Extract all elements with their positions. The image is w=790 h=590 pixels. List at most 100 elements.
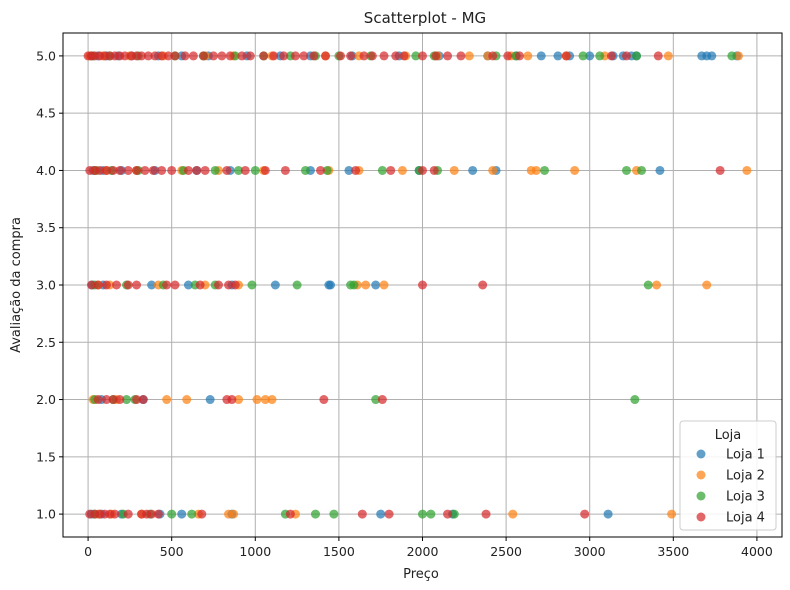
legend-marker bbox=[696, 512, 706, 522]
data-point bbox=[112, 280, 122, 290]
data-point bbox=[359, 51, 369, 61]
x-tick-label: 0 bbox=[84, 544, 92, 559]
data-point bbox=[310, 509, 320, 519]
data-point bbox=[167, 509, 177, 519]
y-tick-label: 3.0 bbox=[36, 278, 56, 293]
data-point bbox=[101, 395, 111, 405]
data-point bbox=[540, 165, 550, 175]
data-point bbox=[397, 165, 407, 175]
x-tick-label: 500 bbox=[160, 544, 184, 559]
data-point bbox=[449, 165, 459, 175]
data-point bbox=[177, 509, 187, 519]
data-point bbox=[260, 395, 270, 405]
data-point bbox=[108, 395, 118, 405]
data-point bbox=[132, 280, 142, 290]
data-points bbox=[83, 51, 752, 519]
data-point bbox=[514, 51, 524, 61]
data-point bbox=[138, 395, 148, 405]
data-point bbox=[321, 51, 331, 61]
y-tick-label: 2.0 bbox=[36, 392, 56, 407]
data-point bbox=[429, 165, 439, 175]
data-point bbox=[399, 51, 409, 61]
data-point bbox=[418, 51, 427, 61]
data-point bbox=[110, 509, 120, 519]
y-tick-label: 1.5 bbox=[36, 449, 56, 464]
data-point bbox=[379, 51, 389, 61]
data-point bbox=[707, 51, 717, 61]
data-point bbox=[123, 280, 133, 290]
data-point bbox=[326, 280, 336, 290]
data-point bbox=[503, 51, 513, 61]
data-point bbox=[468, 165, 478, 175]
data-point bbox=[734, 51, 744, 61]
data-point bbox=[727, 51, 737, 61]
data-point bbox=[299, 51, 309, 61]
data-point bbox=[377, 165, 387, 175]
data-point bbox=[222, 165, 232, 175]
data-point bbox=[715, 165, 725, 175]
x-tick-label: 3500 bbox=[657, 544, 689, 559]
data-point bbox=[561, 51, 571, 61]
data-point bbox=[351, 165, 361, 175]
data-point bbox=[464, 51, 474, 61]
data-point bbox=[224, 280, 234, 290]
data-point bbox=[580, 509, 590, 519]
data-point bbox=[229, 509, 239, 519]
data-point bbox=[371, 395, 381, 405]
data-point bbox=[280, 165, 290, 175]
data-point bbox=[140, 165, 150, 175]
data-point bbox=[230, 280, 240, 290]
data-point bbox=[170, 51, 180, 61]
data-point bbox=[86, 280, 96, 290]
data-point bbox=[217, 51, 227, 61]
data-point bbox=[279, 51, 289, 61]
legend-title: Loja bbox=[715, 428, 742, 443]
data-point bbox=[137, 51, 147, 61]
data-point bbox=[361, 280, 371, 290]
data-point bbox=[742, 165, 752, 175]
data-point bbox=[101, 280, 111, 290]
data-point bbox=[632, 51, 642, 61]
data-point bbox=[240, 165, 250, 175]
data-point bbox=[132, 165, 142, 175]
data-point bbox=[200, 165, 210, 175]
data-point bbox=[603, 509, 613, 519]
legend-label: Loja 4 bbox=[726, 511, 765, 526]
data-point bbox=[376, 509, 386, 519]
data-point bbox=[322, 165, 332, 175]
data-point bbox=[344, 165, 354, 175]
data-point bbox=[621, 165, 631, 175]
legend-label: Loja 3 bbox=[726, 490, 765, 505]
data-point bbox=[667, 509, 677, 519]
data-point bbox=[346, 51, 356, 61]
data-point bbox=[150, 51, 160, 61]
data-point bbox=[188, 51, 198, 61]
data-point bbox=[157, 51, 167, 61]
data-point bbox=[585, 51, 595, 61]
data-point bbox=[195, 280, 205, 290]
data-point bbox=[418, 165, 427, 175]
data-point bbox=[488, 165, 498, 175]
data-point bbox=[93, 280, 103, 290]
data-point bbox=[143, 51, 153, 61]
data-point bbox=[234, 395, 244, 405]
data-point bbox=[570, 165, 580, 175]
data-point bbox=[162, 280, 172, 290]
data-point bbox=[225, 51, 235, 61]
data-point bbox=[443, 51, 453, 61]
data-point bbox=[208, 51, 218, 61]
x-axis-label: Preço bbox=[403, 567, 439, 582]
data-point bbox=[637, 165, 647, 175]
data-point bbox=[123, 509, 133, 519]
x-tick-label: 2000 bbox=[407, 544, 439, 559]
data-point bbox=[247, 280, 257, 290]
data-point bbox=[643, 280, 653, 290]
data-point bbox=[198, 51, 208, 61]
data-point bbox=[300, 165, 310, 175]
data-point bbox=[349, 280, 359, 290]
legend: Loja Loja 1 Loja 2 Loja 3 Loja 4 bbox=[679, 420, 777, 531]
data-point bbox=[269, 51, 279, 61]
data-point bbox=[270, 280, 280, 290]
data-point bbox=[488, 51, 498, 61]
